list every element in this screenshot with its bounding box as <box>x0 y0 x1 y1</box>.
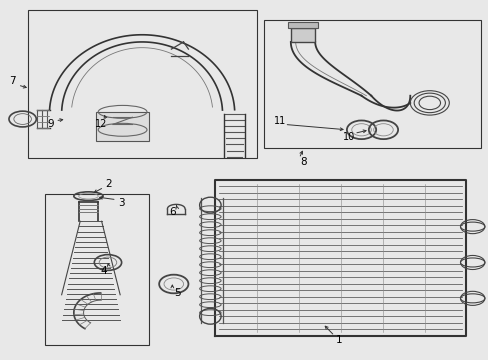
Bar <box>44 194 149 345</box>
Text: 12: 12 <box>95 120 107 129</box>
Text: 3: 3 <box>118 198 124 208</box>
Text: 8: 8 <box>300 157 306 167</box>
Text: 7: 7 <box>10 76 16 86</box>
Text: 9: 9 <box>47 120 54 129</box>
Text: 10: 10 <box>343 132 355 142</box>
Bar <box>264 21 480 148</box>
Text: 4: 4 <box>101 266 107 276</box>
Text: 6: 6 <box>169 207 175 217</box>
Text: 1: 1 <box>336 334 342 345</box>
Bar <box>27 10 256 158</box>
Bar <box>288 22 317 28</box>
Text: 2: 2 <box>105 179 112 189</box>
Bar <box>290 28 315 42</box>
Bar <box>96 112 149 140</box>
Text: 11: 11 <box>273 116 285 126</box>
Text: 5: 5 <box>174 288 180 298</box>
